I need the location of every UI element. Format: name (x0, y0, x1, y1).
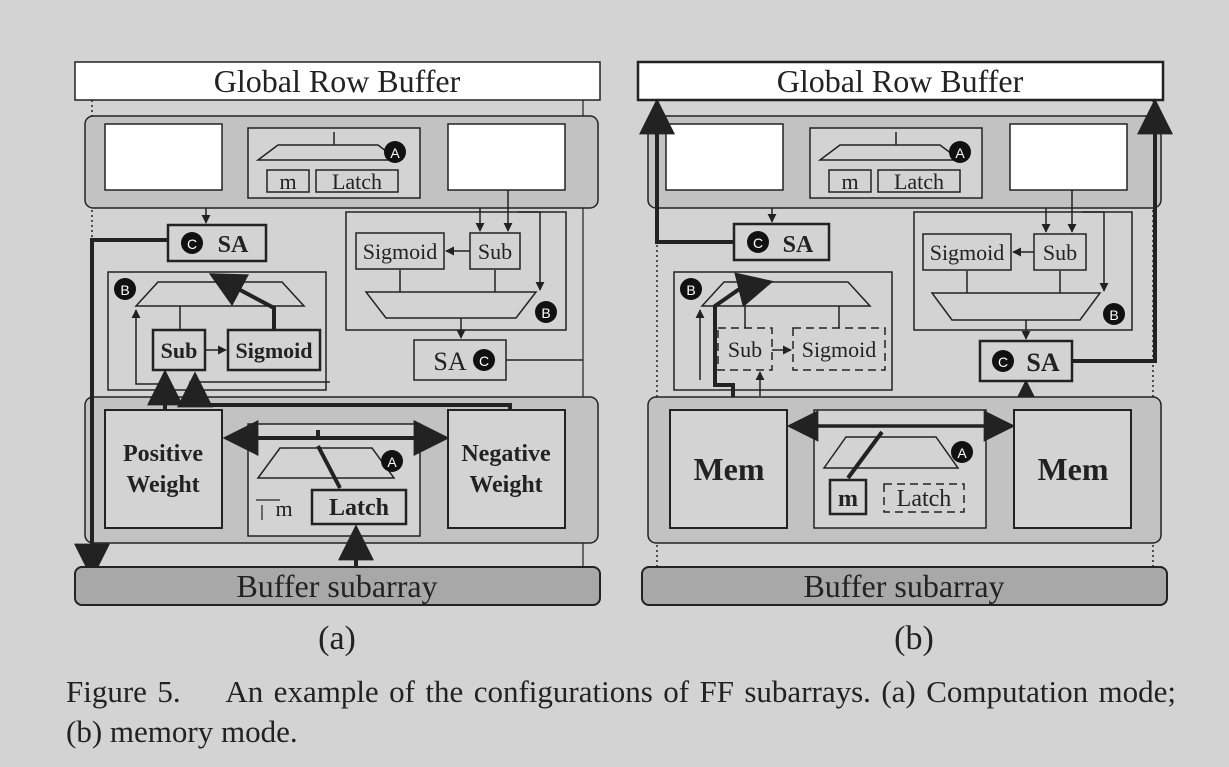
badge-c-left-b (747, 231, 769, 253)
buffer-subarray-label: Buffer subarray (236, 568, 437, 604)
mem-left (669, 409, 788, 529)
latch-box-b (877, 169, 961, 193)
positive-weight-mat (104, 409, 223, 529)
m-box (266, 169, 310, 193)
latch-box (315, 169, 399, 193)
badge-a-top-b-label: A (955, 145, 965, 161)
badge-b-right (535, 301, 557, 323)
global-row-buffer-label-b: Global Row Buffer (777, 63, 1024, 99)
sub-label-left: Sub (161, 338, 198, 363)
panel-a: Global Row Buffer m Latch A C SA Sigmoid… (74, 61, 601, 606)
sa-label-right-b: SA (1026, 348, 1059, 377)
caption-text: An example of the configurations of FF s… (66, 674, 1177, 749)
latch-label-b: Latch (894, 169, 944, 194)
left-compute-unit-b (673, 271, 893, 391)
latch-label-bottom: Latch (329, 495, 389, 521)
m-box-bottom-b (828, 478, 868, 516)
sigmoid-label-right: Sigmoid (363, 239, 438, 264)
global-row-buffer-b (636, 60, 1165, 102)
sigmoid-box-right (355, 232, 445, 270)
adder-trapezoid-left (134, 281, 306, 307)
badge-b-left (114, 278, 136, 300)
figure-caption: Figure 5. An example of the configuratio… (66, 672, 1176, 752)
latch-label-bottom-b: Latch (897, 486, 952, 512)
badge-b-left-b-label: B (686, 282, 695, 298)
sigmoid-box-right-b (922, 233, 1012, 271)
negative-weight-label-1: Negative (461, 441, 551, 467)
sigmoid-label-left: Sigmoid (235, 338, 312, 363)
mat-right (447, 123, 566, 191)
right-compute-unit (345, 211, 567, 331)
mat-right-b (1009, 123, 1128, 191)
positive-weight-label-1: Positive (123, 441, 203, 467)
m-box-b (828, 169, 872, 193)
badge-a-bottom-b-label: A (957, 445, 967, 461)
mem-right-label: Mem (1037, 451, 1108, 487)
right-compute-unit-b (913, 211, 1133, 331)
global-row-buffer (74, 61, 601, 101)
positive-weight-label-2: Weight (126, 472, 199, 498)
badge-a-top (384, 141, 406, 163)
adder-trapezoid-right-b (930, 292, 1102, 321)
sub-label-left-b: Sub (728, 337, 762, 362)
badge-c-right-b (992, 350, 1014, 372)
negative-weight-label-2: Weight (469, 472, 542, 498)
badge-a-bottom-label: A (387, 454, 397, 470)
latch-box-bottom (310, 488, 408, 526)
panel-b: Global Row Buffer m Latch A C SA Sigmoid… (636, 60, 1173, 606)
adder-trapezoid-left-b (700, 281, 872, 307)
buffer-subarray (74, 566, 601, 606)
badge-b-right-b (1103, 303, 1125, 325)
m-label-bottom: m (275, 496, 292, 521)
badge-a-top-label: A (390, 145, 400, 161)
sigmoid-label-right-b: Sigmoid (930, 240, 1005, 265)
figure-number: Figure 5. (66, 674, 181, 709)
decoder-trapezoid (255, 144, 401, 161)
badge-c-right-b-label: C (998, 354, 1008, 370)
adder-trapezoid-right (364, 291, 538, 319)
badge-c-left (181, 232, 203, 254)
badge-b-left-label: B (120, 282, 129, 298)
panel-a-label: (a) (318, 620, 356, 657)
latch-box-bottom-b (883, 483, 965, 513)
badge-b-left-b (680, 278, 702, 300)
m-label-bottom-b: m (838, 486, 858, 512)
sa-label-left: SA (218, 232, 249, 258)
badge-b-right-b-label: B (1109, 307, 1118, 323)
global-row-buffer-label: Global Row Buffer (214, 63, 461, 99)
m-label: m (279, 169, 296, 194)
badge-a-bottom-b (951, 441, 973, 463)
mem-left-label: Mem (693, 451, 764, 487)
mem-right (1013, 409, 1132, 529)
sense-amp-c-left (166, 223, 268, 263)
badge-c-right (473, 349, 495, 371)
decoder-trapezoid-b (817, 144, 963, 161)
mat-left-b (665, 123, 784, 191)
m-label-b: m (841, 169, 858, 194)
panel-b-label: (b) (894, 620, 934, 657)
sigmoid-label-left-b: Sigmoid (802, 337, 877, 362)
badge-b-right-label: B (541, 305, 550, 321)
buffer-subarray-b (641, 566, 1168, 606)
badge-c-left-label: C (187, 236, 197, 252)
latch-label: Latch (332, 169, 382, 194)
badge-a-top-b (949, 141, 971, 163)
badge-c-right-label: C (479, 353, 489, 369)
mat-left (104, 123, 223, 191)
sa-label-left-b: SA (783, 232, 814, 258)
badge-c-left-b-label: C (753, 235, 763, 251)
sub-label-right-b: Sub (1043, 240, 1077, 265)
negative-weight-mat (447, 409, 566, 529)
buffer-subarray-label-b: Buffer subarray (803, 568, 1004, 604)
left-compute-unit (107, 271, 327, 391)
sub-label-right: Sub (478, 239, 512, 264)
sa-label-right: SA (433, 347, 466, 376)
